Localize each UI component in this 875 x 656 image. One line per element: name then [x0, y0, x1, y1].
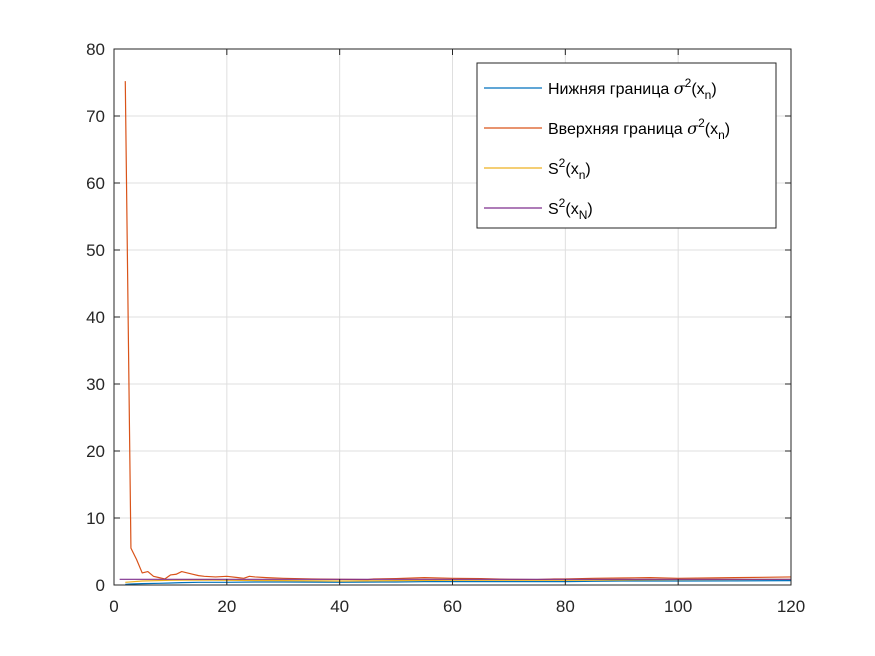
legend-label-superscript: 2 — [559, 156, 566, 170]
legend-entry-4: S2(xN) — [548, 196, 593, 222]
legend-label-subscript: n — [705, 88, 712, 102]
y-tick-label: 10 — [86, 509, 105, 528]
legend-label-superscript: 2 — [685, 76, 692, 90]
legend-label-paren-open: (x — [565, 161, 578, 178]
legend-box — [476, 62, 777, 229]
x-tick-label: 80 — [556, 597, 575, 616]
legend-label-text: S — [548, 201, 559, 218]
legend-label-paren-close: ) — [585, 161, 590, 178]
legend-label-text: Нижняя граница — [548, 81, 674, 98]
legend-label-paren-open: (x — [565, 201, 578, 218]
x-tick-label: 100 — [664, 597, 692, 616]
y-tick-label: 0 — [96, 576, 105, 595]
y-tick-label: 40 — [86, 308, 105, 327]
legend-label-subscript: n — [718, 128, 725, 142]
legend-entry-1: Нижняя граница σ2(xn) — [548, 76, 717, 102]
series-layer — [119, 81, 792, 585]
legend-entry-3: S2(xn) — [548, 156, 591, 182]
legend-label-subscript: N — [579, 208, 588, 222]
x-tick-label: 60 — [443, 597, 462, 616]
legend-label-symbol: σ — [687, 119, 699, 138]
legend-label-paren-close: ) — [725, 121, 730, 138]
x-tick-label: 40 — [330, 597, 349, 616]
legend-label-superscript: 2 — [698, 116, 705, 130]
legend-label-paren-close: ) — [587, 201, 592, 218]
ticks: 0 20 40 60 80 100 120 0 10 20 30 40 50 60 70 80 — [86, 40, 805, 616]
y-tick-label: 60 — [86, 174, 105, 193]
legend-entry-2: Вверхняя граница σ2(xn) — [548, 116, 730, 142]
legend-label-superscript: 2 — [559, 196, 566, 210]
x-tick-label: 0 — [109, 597, 118, 616]
x-tick-label: 20 — [217, 597, 236, 616]
y-tick-label: 50 — [86, 241, 105, 260]
x-tick-label: 120 — [777, 597, 805, 616]
y-tick-label: 70 — [86, 107, 105, 126]
legend-label-paren-open: (x — [705, 121, 718, 138]
y-tick-label: 80 — [86, 40, 105, 59]
legend-label-text: Вверхняя граница — [548, 121, 687, 138]
legend-label-paren-close: ) — [711, 81, 716, 98]
y-tick-label: 30 — [86, 375, 105, 394]
y-tick-label: 20 — [86, 442, 105, 461]
legend-label-subscript: n — [579, 168, 586, 182]
legend: Нижняя граница σ2(xn)Вверхняя граница σ2… — [476, 62, 777, 229]
legend-label-paren-open: (x — [691, 81, 704, 98]
legend-label-text: S — [548, 161, 559, 178]
legend-label-symbol: σ — [674, 79, 686, 98]
